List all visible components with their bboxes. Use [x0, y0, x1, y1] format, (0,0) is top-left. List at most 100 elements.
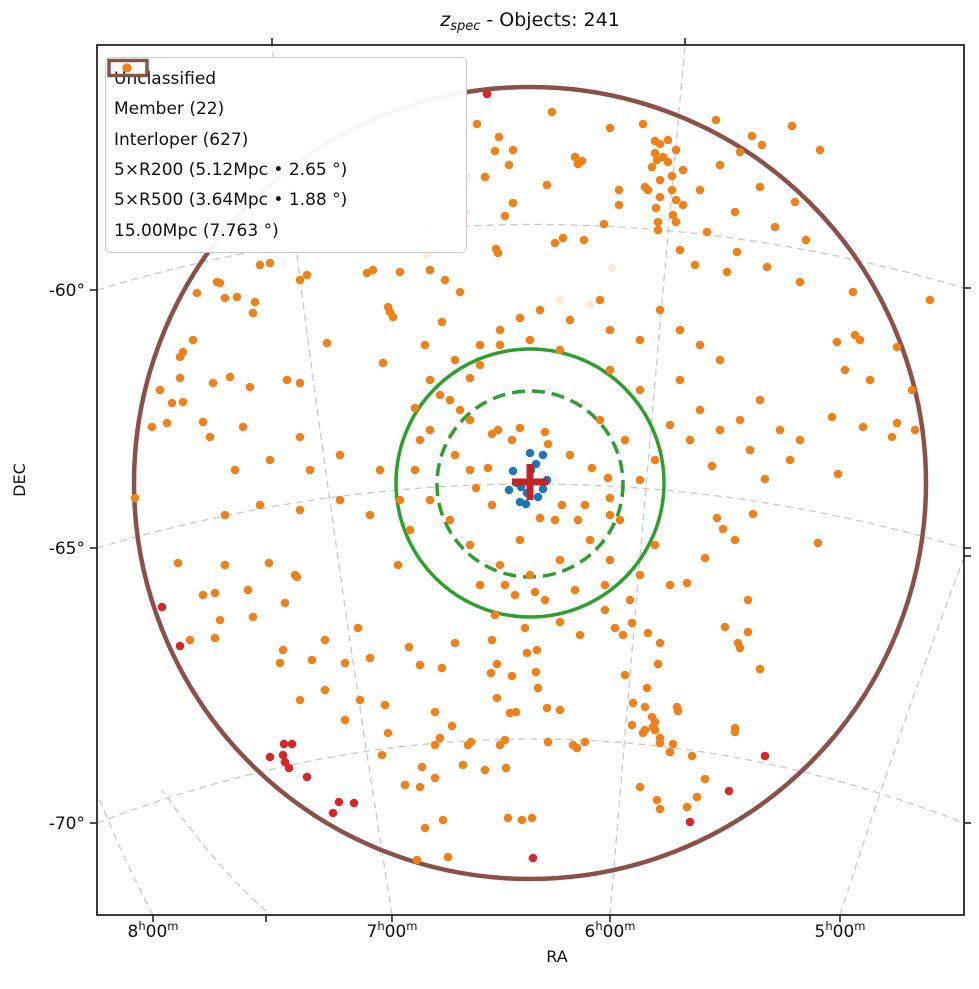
- scatter-point: [178, 397, 188, 407]
- legend-item: Member (22): [114, 63, 456, 124]
- scatter-point: [445, 515, 455, 525]
- scatter-point: [665, 420, 675, 430]
- scatter-point: [743, 627, 753, 637]
- scatter-point: [307, 655, 317, 665]
- scatter-point: [232, 292, 242, 302]
- scatter-point: [295, 432, 305, 442]
- scatter-point: [487, 429, 497, 439]
- legend-item-label: Member (22): [114, 99, 225, 120]
- scatter-point: [550, 238, 560, 248]
- scatter-point: [642, 683, 652, 693]
- scatter-point: [675, 325, 685, 335]
- scatter-point: [415, 782, 425, 792]
- scatter-point: [702, 227, 712, 237]
- scatter-point: [278, 750, 288, 760]
- scatter-point: [410, 403, 420, 413]
- scatter-point: [511, 707, 521, 717]
- scatter-point: [600, 580, 610, 590]
- gridlines: [96, 44, 965, 916]
- scatter-point: [671, 145, 681, 155]
- scatter-point: [887, 432, 897, 442]
- scatter-point: [501, 763, 511, 773]
- scatter-point: [531, 459, 541, 469]
- x-tick-label: 8h00m: [128, 919, 179, 942]
- y-tick-label: -60°: [49, 281, 85, 301]
- scatter-point: [465, 373, 475, 383]
- scatter-point: [605, 493, 615, 503]
- scatter-point: [455, 405, 465, 415]
- scatter-point: [865, 375, 875, 385]
- scatter-point: [465, 415, 475, 425]
- scatter-point: [495, 740, 505, 750]
- scatter-point: [735, 147, 745, 157]
- scatter-point: [832, 337, 842, 347]
- scatter-point: [775, 425, 785, 435]
- scatter-point: [579, 235, 589, 245]
- scatter-point: [504, 485, 514, 495]
- tick-marks: [90, 38, 971, 922]
- scatter-point: [495, 560, 505, 570]
- scatter-point: [220, 510, 230, 520]
- scatter-point: [440, 275, 450, 285]
- scatter-point: [435, 733, 445, 743]
- scatter-point: [494, 132, 504, 142]
- scatter-point: [653, 225, 663, 235]
- scatter-point: [735, 415, 745, 425]
- scatter-point: [685, 817, 695, 827]
- scatter-point: [417, 762, 427, 772]
- scatter-point: [892, 342, 902, 352]
- legend-item: 5×R500 (3.64Mpc • 1.88 °): [107, 58, 456, 215]
- scatter-point: [255, 500, 265, 510]
- scatter-point: [162, 418, 172, 428]
- scatter-point: [651, 203, 661, 213]
- title-sub: spec: [450, 19, 480, 34]
- scatter-point: [687, 751, 697, 761]
- scatter-point: [614, 185, 624, 195]
- legend-item-label: 5×R200 (5.12Mpc • 2.65 °): [114, 160, 348, 181]
- scatter-point: [493, 248, 503, 258]
- scatter-point: [302, 270, 312, 280]
- scatter-point: [280, 598, 290, 608]
- legend-dot-icon: [122, 63, 132, 73]
- scatter-point: [243, 585, 253, 595]
- scatter-point: [487, 500, 497, 510]
- scatter-point: [558, 233, 568, 243]
- scatter-point: [795, 435, 805, 445]
- scatter-point: [220, 293, 230, 303]
- scatter-point: [295, 275, 305, 285]
- scatter-point: [264, 558, 274, 568]
- scatter-point: [248, 308, 258, 318]
- scatter-point: [475, 340, 485, 350]
- scatter-point: [378, 358, 388, 368]
- scatter-point: [712, 513, 722, 523]
- tick-labels: -60° -65° -70° 8h00m 7h00m 6h00m 5h00m: [49, 281, 866, 942]
- scatter-point: [353, 623, 363, 633]
- scatter-point: [522, 648, 532, 658]
- scatter-point: [465, 540, 475, 550]
- scatter-point: [507, 435, 517, 445]
- gridline: [161, 789, 267, 912]
- scatter-point: [521, 499, 531, 509]
- legend-rect-icon: [107, 58, 149, 78]
- scatter-point: [614, 200, 624, 210]
- scatter-point: [627, 720, 637, 730]
- scatter-point: [483, 463, 493, 473]
- scatter-point: [265, 455, 275, 465]
- scatter-point: [295, 378, 305, 388]
- scatter-point: [292, 572, 302, 582]
- scatter-point: [910, 425, 920, 435]
- scatter-point: [650, 725, 660, 735]
- scatter-point: [628, 698, 638, 708]
- scatter-point: [248, 612, 258, 622]
- scatter-point: [655, 738, 665, 748]
- scatter-point: [238, 422, 248, 432]
- scatter-point: [620, 435, 630, 445]
- cluster-center-marker: [512, 464, 548, 500]
- legend-item: Interloper (627): [114, 63, 456, 155]
- scatter-point: [635, 335, 645, 345]
- scatter-point: [760, 751, 770, 761]
- scatter-point: [465, 465, 475, 475]
- scatter-point: [500, 211, 510, 221]
- scatter-point: [188, 335, 198, 345]
- scatter-point: [504, 160, 514, 170]
